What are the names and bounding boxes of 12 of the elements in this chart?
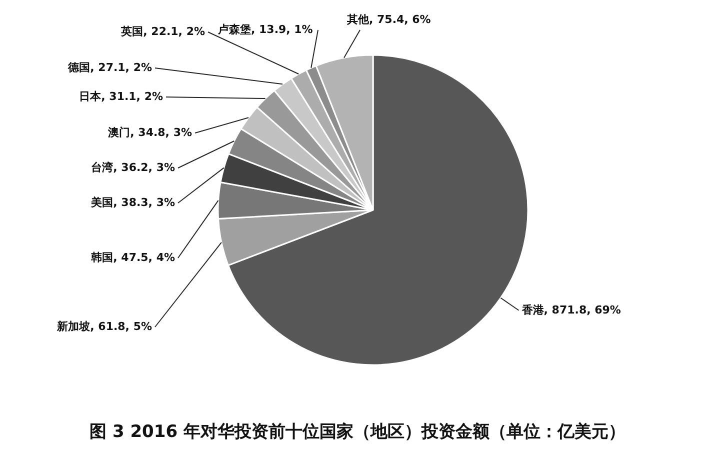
slice-label: 日本, 31.1, 2%	[79, 90, 163, 103]
slice-label: 澳门, 34.8, 3%	[107, 126, 192, 139]
slice-label: 其他, 75.4, 6%	[346, 13, 431, 26]
slice-label: 香港, 871.8, 69%	[520, 303, 621, 316]
text: 图 3 2016 年对华投资前十位国家（地区）投资金额（单位：亿美元）	[90, 422, 626, 442]
slice-label: 英国, 22.1, 2%	[120, 25, 205, 38]
slice-label: 卢森堡, 13.9, 1%	[217, 23, 313, 36]
slice-label: 韩国, 47.5, 4%	[90, 251, 175, 264]
slice-label: 新加坡, 61.8, 5%	[56, 320, 152, 333]
slice-label: 美国, 38.3, 3%	[90, 196, 175, 209]
slice-label: 台湾, 36.2, 3%	[91, 161, 175, 174]
slice-label: 德国, 27.1, 2%	[67, 61, 152, 74]
